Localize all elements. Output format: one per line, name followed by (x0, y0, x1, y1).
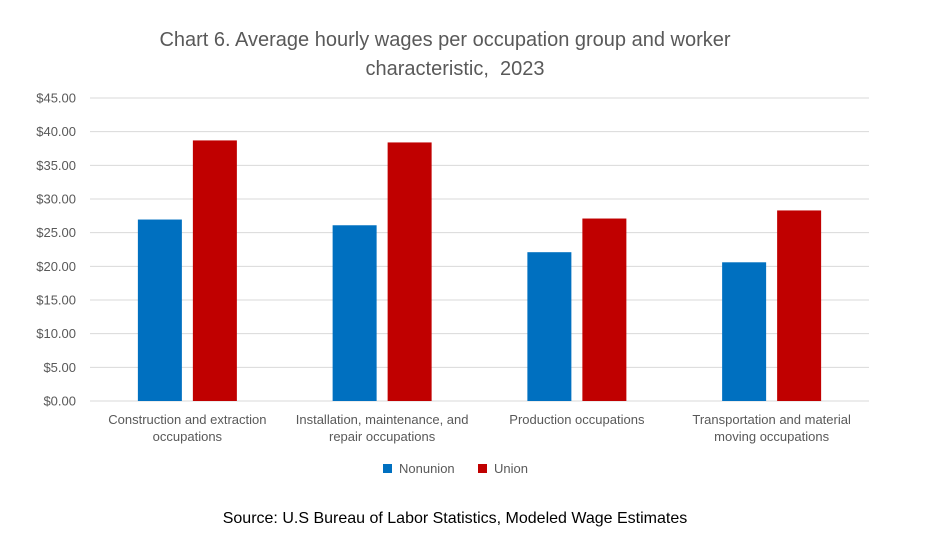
chart-title: Chart 6. Average hourly wages per occupa… (60, 26, 850, 84)
legend-label-union: Union (494, 461, 528, 476)
bar-union (582, 218, 627, 401)
x-tick-label: Transportation and material moving occupa… (692, 412, 851, 444)
y-tick-label: $45.00 (36, 91, 76, 106)
y-tick-label: $40.00 (36, 124, 76, 139)
y-tick-label: $25.00 (36, 225, 76, 240)
source-note: Source: U.S Bureau of Labor Statistics, … (222, 510, 688, 527)
legend-swatch-union (478, 464, 487, 473)
chart-title-line-1: Chart 6. Average hourly wages per occupa… (159, 29, 731, 51)
x-tick-label: Installation, maintenance, and repair occ… (296, 412, 469, 444)
bar-nonunion (527, 252, 572, 401)
bar-union (192, 140, 237, 402)
y-tick-label: $10.00 (36, 326, 76, 341)
y-tick-label: $15.00 (36, 293, 76, 308)
legend-swatch-nonunion (383, 464, 392, 473)
bar-nonunion (137, 219, 182, 401)
y-tick-label: $20.00 (36, 259, 76, 274)
chart-title-line-2: characteristic, 2023 (365, 58, 545, 80)
bar-nonunion (332, 225, 377, 401)
x-tick-label: Construction and extraction occupations (108, 412, 266, 444)
legend-label-nonunion: Nonunion (399, 461, 455, 476)
y-tick-label: $30.00 (36, 192, 76, 207)
bar-nonunion (722, 262, 767, 401)
bar-union (387, 142, 432, 401)
y-tick-label: $0.00 (43, 394, 76, 409)
bar-union (777, 210, 822, 401)
y-tick-label: $35.00 (36, 158, 76, 173)
y-tick-label: $5.00 (43, 360, 76, 375)
x-tick-label: Production occupations (509, 412, 645, 427)
